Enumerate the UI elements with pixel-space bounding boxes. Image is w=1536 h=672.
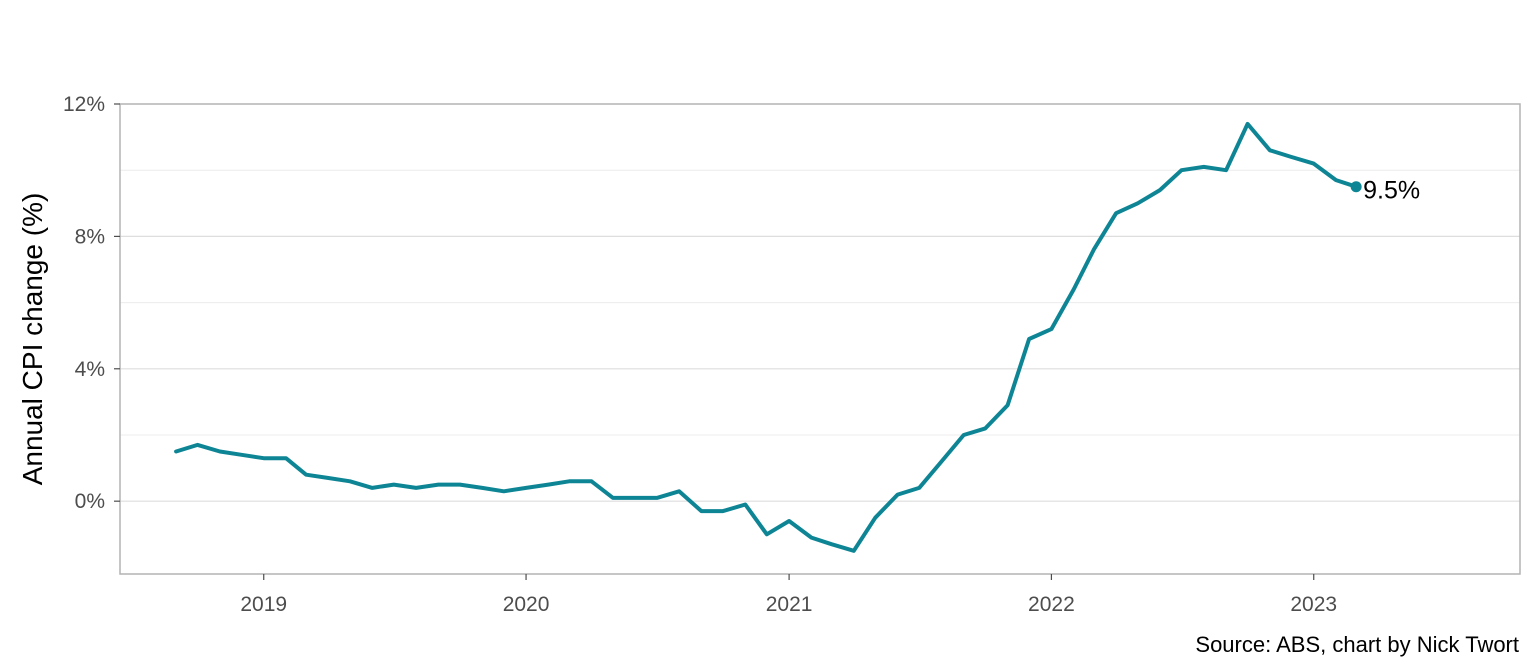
plot-panel-border (119, 103, 1521, 575)
x-tick-label: 2022 (1028, 593, 1075, 616)
y-axis: 0% 4% 8% 12% (63, 93, 120, 513)
x-axis: 2019 2020 2021 2022 2023 (240, 574, 1337, 616)
x-tick-label: 2023 (1290, 593, 1337, 616)
source-caption: Source: ABS, chart by Nick Twort (1195, 632, 1519, 657)
end-value-label: 9.5% (1363, 177, 1420, 205)
grid-lines (120, 169, 1520, 502)
y-axis-title: Annual CPI change (%) (17, 193, 48, 486)
x-tick-label: 2021 (766, 593, 813, 616)
x-tick-label: 2020 (503, 593, 550, 616)
series-line (174, 121, 1359, 553)
y-tick-label: 4% (75, 358, 105, 381)
y-tick-label: 0% (75, 490, 105, 513)
y-tick-label: 8% (75, 225, 105, 248)
y-tick-label: 12% (63, 93, 105, 116)
x-tick-label: 2019 (240, 593, 287, 616)
end-point-marker (1350, 181, 1362, 193)
